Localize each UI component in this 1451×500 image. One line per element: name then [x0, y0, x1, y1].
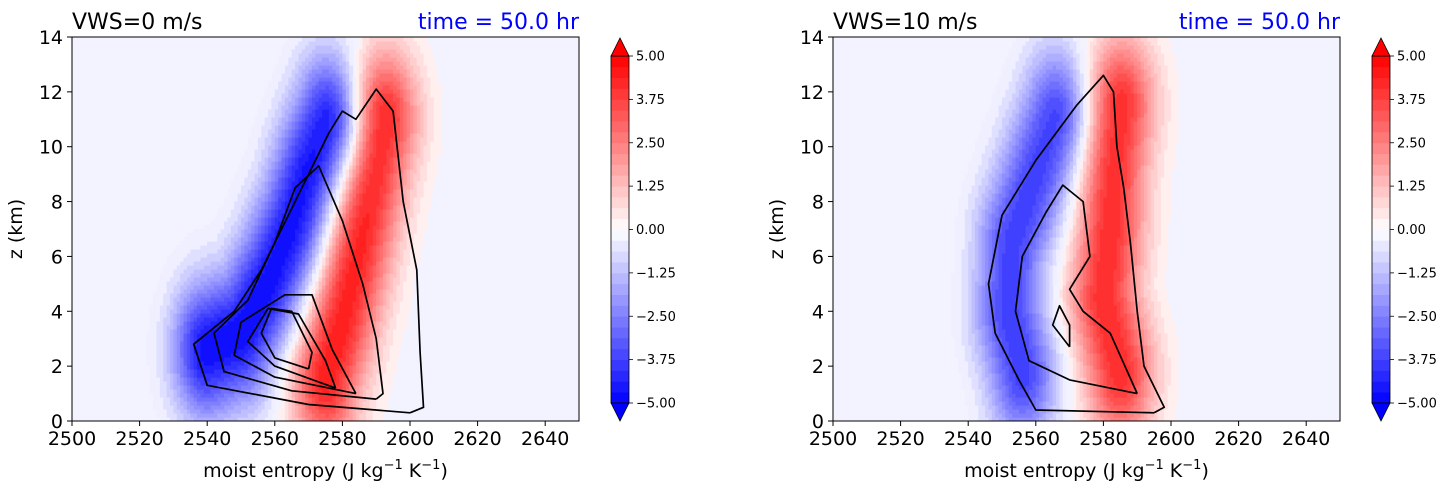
- colorbar: 5.00 3.75 2.50 1.25 0.00 −1.25 −2.50 −3.75 −5.00: [611, 38, 676, 421]
- x-tick-label: 2600: [386, 428, 434, 450]
- x-tick-label: 2520: [876, 428, 924, 450]
- colorbar-extend-max: [611, 38, 629, 56]
- colorbar-tick-label: 0.00: [1397, 223, 1426, 238]
- colorbar-tick-label: −5.00: [636, 397, 676, 412]
- y-tick-label: 6: [812, 246, 824, 268]
- colorbar-tick-label: 1.25: [636, 180, 665, 195]
- y-tick-label: 0: [51, 411, 63, 433]
- chart-title: VWS=0 m/s: [72, 10, 203, 35]
- y-tick-label: 12: [800, 82, 824, 104]
- y-axis-label: z (km): [766, 199, 788, 259]
- x-tick-label: 2620: [1214, 428, 1262, 450]
- colorbar-tick-label: −2.50: [636, 310, 676, 325]
- x-tick-label: 2580: [318, 428, 366, 450]
- colorbar-tick-label: 0.00: [636, 223, 665, 238]
- y-tick-label: 14: [39, 27, 63, 49]
- colorbar-extend-min: [1372, 403, 1390, 421]
- y-tick-label: 8: [51, 192, 63, 214]
- x-axis-label: moist entropy (J kg−1 K−1): [964, 458, 1209, 482]
- colorbar-tick-label: 2.50: [636, 136, 665, 151]
- y-tick-label: 2: [51, 356, 63, 378]
- y-tick-label: 4: [51, 301, 63, 323]
- colorbar-extend-min: [611, 403, 629, 421]
- y-tick-label: 0: [812, 411, 824, 433]
- colorbar-tick-label: −2.50: [1397, 310, 1437, 325]
- y-tick-label: 4: [812, 301, 824, 323]
- colorbar: 5.00 3.75 2.50 1.25 0.00 −1.25 −2.50 −3.75 −5.00: [1372, 38, 1437, 421]
- chart-title: VWS=10 m/s: [833, 10, 978, 35]
- x-tick-label: 2560: [1012, 428, 1060, 450]
- x-axis-label: moist entropy (J kg−1 K−1): [203, 458, 448, 482]
- colorbar-tick-label: 5.00: [1397, 50, 1426, 65]
- colorbar-tick-label: −3.75: [636, 353, 676, 368]
- x-tick-label: 2560: [251, 428, 299, 450]
- colorbar-tick-label: 3.75: [1397, 93, 1426, 108]
- colorbar-tick-label: 3.75: [636, 93, 665, 108]
- chart-time-label: time = 50.0 hr: [1179, 10, 1341, 35]
- x-tick-label: 2580: [1079, 428, 1127, 450]
- x-tick-label: 2520: [115, 428, 163, 450]
- x-tick-label: 2540: [183, 428, 231, 450]
- chart-time-label: time = 50.0 hr: [418, 10, 580, 35]
- y-tick-label: 6: [51, 246, 63, 268]
- y-axis-label: z (km): [5, 199, 27, 259]
- x-tick-label: 2600: [1147, 428, 1195, 450]
- y-tick-label: 10: [39, 137, 63, 159]
- y-tick-label: 8: [812, 192, 824, 214]
- x-tick-label: 2640: [521, 428, 569, 450]
- colorbar-tick-label: 2.50: [1397, 136, 1426, 151]
- colorbar-tick-label: 5.00: [636, 50, 665, 65]
- colorbar-tick-label: −1.25: [1397, 266, 1437, 281]
- x-tick-label: 2640: [1282, 428, 1330, 450]
- colorbar-tick-label: −5.00: [1397, 397, 1437, 412]
- y-tick-label: 14: [800, 27, 824, 49]
- x-tick-label: 2540: [944, 428, 992, 450]
- colorbar-tick-label: 1.25: [1397, 180, 1426, 195]
- y-tick-label: 10: [800, 137, 824, 159]
- y-tick-label: 2: [812, 356, 824, 378]
- y-tick-label: 12: [39, 82, 63, 104]
- x-tick-label: 2620: [453, 428, 501, 450]
- colorbar-tick-label: −3.75: [1397, 353, 1437, 368]
- colorbar-extend-max: [1372, 38, 1390, 56]
- colorbar-tick-label: −1.25: [636, 266, 676, 281]
